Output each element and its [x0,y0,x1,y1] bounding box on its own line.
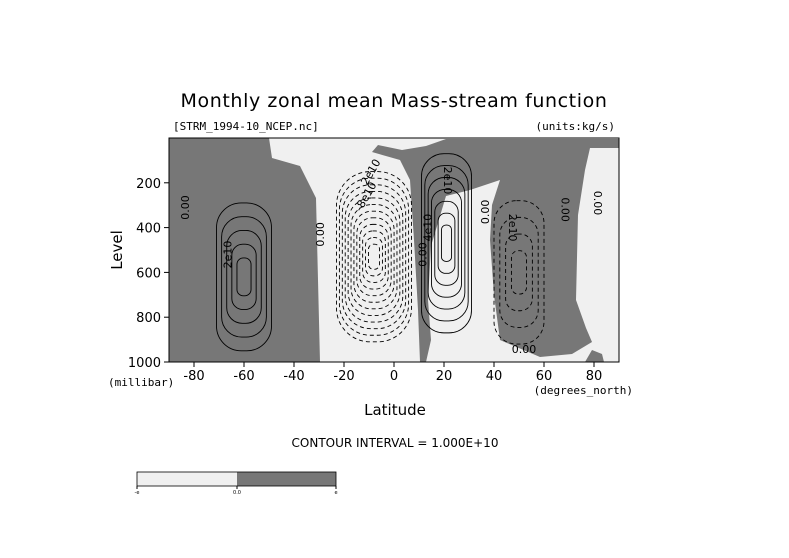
negative-contour [353,210,395,303]
contour-label: 4e10 [422,214,435,242]
color-bar-positive [237,472,336,486]
contour-interval-text: CONTOUR INTERVAL = 1.000E+10 [292,436,499,450]
y-tick-label: 800 [136,311,161,326]
negative-contour [356,217,392,297]
y-unit-label: (millibar) [108,376,174,389]
x-tick-label: -80 [183,369,204,384]
positive-contour [236,257,252,297]
contour-label: 2e10 [506,214,519,242]
positive-contour [226,230,262,324]
contour-label: 2e10 [441,167,454,195]
negative-contour [493,200,545,345]
negative-contour [344,190,404,323]
positive-contour [431,188,462,298]
positive-contour [424,165,469,322]
x-tick-label: 0 [390,369,398,384]
positive-contour [437,212,456,274]
color-bar-negative [137,472,237,486]
contour-label: 0.00 [479,200,492,225]
positive-contour [440,224,453,262]
positive-region [169,138,320,362]
negative-contour [365,237,383,277]
positive-contour [216,202,272,352]
contour-label: 0.00 [417,242,430,266]
chart-title: Monthly zonal mean Mass-stream function [181,90,608,112]
y-tick-label: 1000 [128,356,161,371]
contour-label: 0.00 [591,191,604,216]
negative-contour [362,230,386,283]
positive-region [585,350,604,362]
positive-contour [427,177,466,310]
x-unit-label: (degrees_north) [534,384,633,397]
x-tick-label: -20 [333,369,354,384]
y-axis-label: Level [108,230,126,270]
contour-label: 2e10 [222,241,235,269]
x-tick-label: 20 [436,369,453,384]
y-tick-label: 400 [136,222,161,237]
x-axis-label: Latitude [364,401,426,419]
negative-contour [505,233,533,312]
y-axis: 200 400 600 800 1000 [128,177,169,371]
contour-label: 0.00 [314,222,327,247]
contour-label: 0.00 [179,195,192,220]
positive-contour [221,216,267,338]
negative-contour [359,223,389,290]
contour-lines [216,153,545,352]
color-bar-label: e [334,490,337,496]
units-label: (units:kg/s) [536,120,615,133]
negative-contour [336,171,412,343]
negative-contour [499,216,539,328]
contour-label: 0.00 [512,343,537,356]
positive-contour [231,243,257,311]
negative-contour [510,250,528,295]
x-axis: -80 -60 -40 -20 0 20 40 60 80 [183,362,602,384]
color-bar: -e 0.0 e [135,471,338,496]
x-tick-label: 60 [536,369,553,384]
x-tick-label: -60 [233,369,254,384]
x-tick-label: 40 [486,369,503,384]
positive-contour [421,153,472,334]
negative-contour [350,204,398,310]
positive-contour [434,200,459,286]
color-bar-label: 0.0 [233,490,241,496]
file-label: [STRM_1994-10_NCEP.nc] [173,120,319,133]
x-tick-label: -40 [283,369,304,384]
color-bar-label: -e [135,490,140,496]
negative-contour [368,243,380,270]
negative-contour [347,197,401,316]
y-tick-label: 600 [136,266,161,281]
x-tick-label: 80 [586,369,603,384]
contour-label: 0.00 [559,197,572,222]
negative-contour [341,184,407,330]
negative-contour [338,177,410,336]
y-tick-label: 200 [136,177,161,192]
